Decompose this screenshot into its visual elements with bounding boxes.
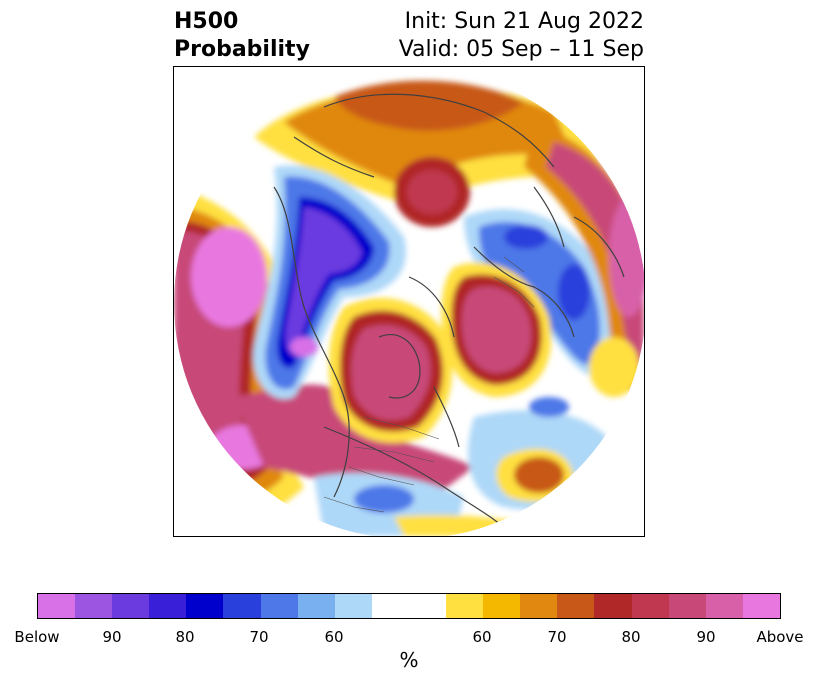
title-right: Init: Sun 21 Aug 2022 Valid: 05 Sep – 11…: [399, 8, 644, 64]
colorbar-tick-label: 90: [696, 628, 716, 646]
coastlines: [273, 93, 625, 536]
colorbar-segment: [112, 594, 150, 618]
colorbar-segment: [557, 594, 595, 618]
colorbar-segment: [742, 594, 780, 618]
title-h500: H500: [174, 9, 239, 34]
probability-map: [174, 67, 644, 536]
colorbar-segment: [334, 594, 372, 618]
colorbar-segment: [594, 594, 632, 618]
colorbar-segment: [705, 594, 743, 618]
colorbar-tick-label: 60: [324, 628, 344, 646]
colorbar-segment: [38, 594, 76, 618]
map-frame: [173, 66, 645, 537]
borders: [323, 256, 535, 513]
colorbar-segment: [631, 594, 669, 618]
colorbar-segment: [520, 594, 558, 618]
init-date: Init: Sun 21 Aug 2022: [404, 9, 644, 34]
colorbar-tick-label: 70: [547, 628, 567, 646]
colorbar-segment: [668, 594, 706, 618]
colorbar-segment: [260, 594, 298, 618]
colorbar-tick-label: 80: [621, 628, 641, 646]
colorbar-segment: [186, 594, 224, 618]
colorbar-tick-label: 60: [472, 628, 492, 646]
colorbar-tick-label: Above: [756, 628, 804, 646]
colorbar-unit: %: [399, 648, 419, 672]
colorbar: [37, 593, 781, 619]
colorbar-tick-label: 90: [102, 628, 122, 646]
colorbar-segment: [297, 594, 335, 618]
colorbar-segment: [223, 594, 261, 618]
title-left: H500 Probability: [174, 8, 310, 64]
colorbar-tick-label: 80: [175, 628, 195, 646]
colorbar-tick-label: 70: [249, 628, 269, 646]
colorbar-segment: [371, 594, 447, 618]
colorbar-segment: [75, 594, 113, 618]
title-probability: Probability: [174, 37, 310, 62]
valid-range: Valid: 05 Sep – 11 Sep: [398, 37, 644, 62]
colorbar-segment: [149, 594, 187, 618]
colorbar-segment: [483, 594, 521, 618]
colorbar-tick-label: Below: [14, 628, 60, 646]
colorbar-segment: [446, 594, 484, 618]
